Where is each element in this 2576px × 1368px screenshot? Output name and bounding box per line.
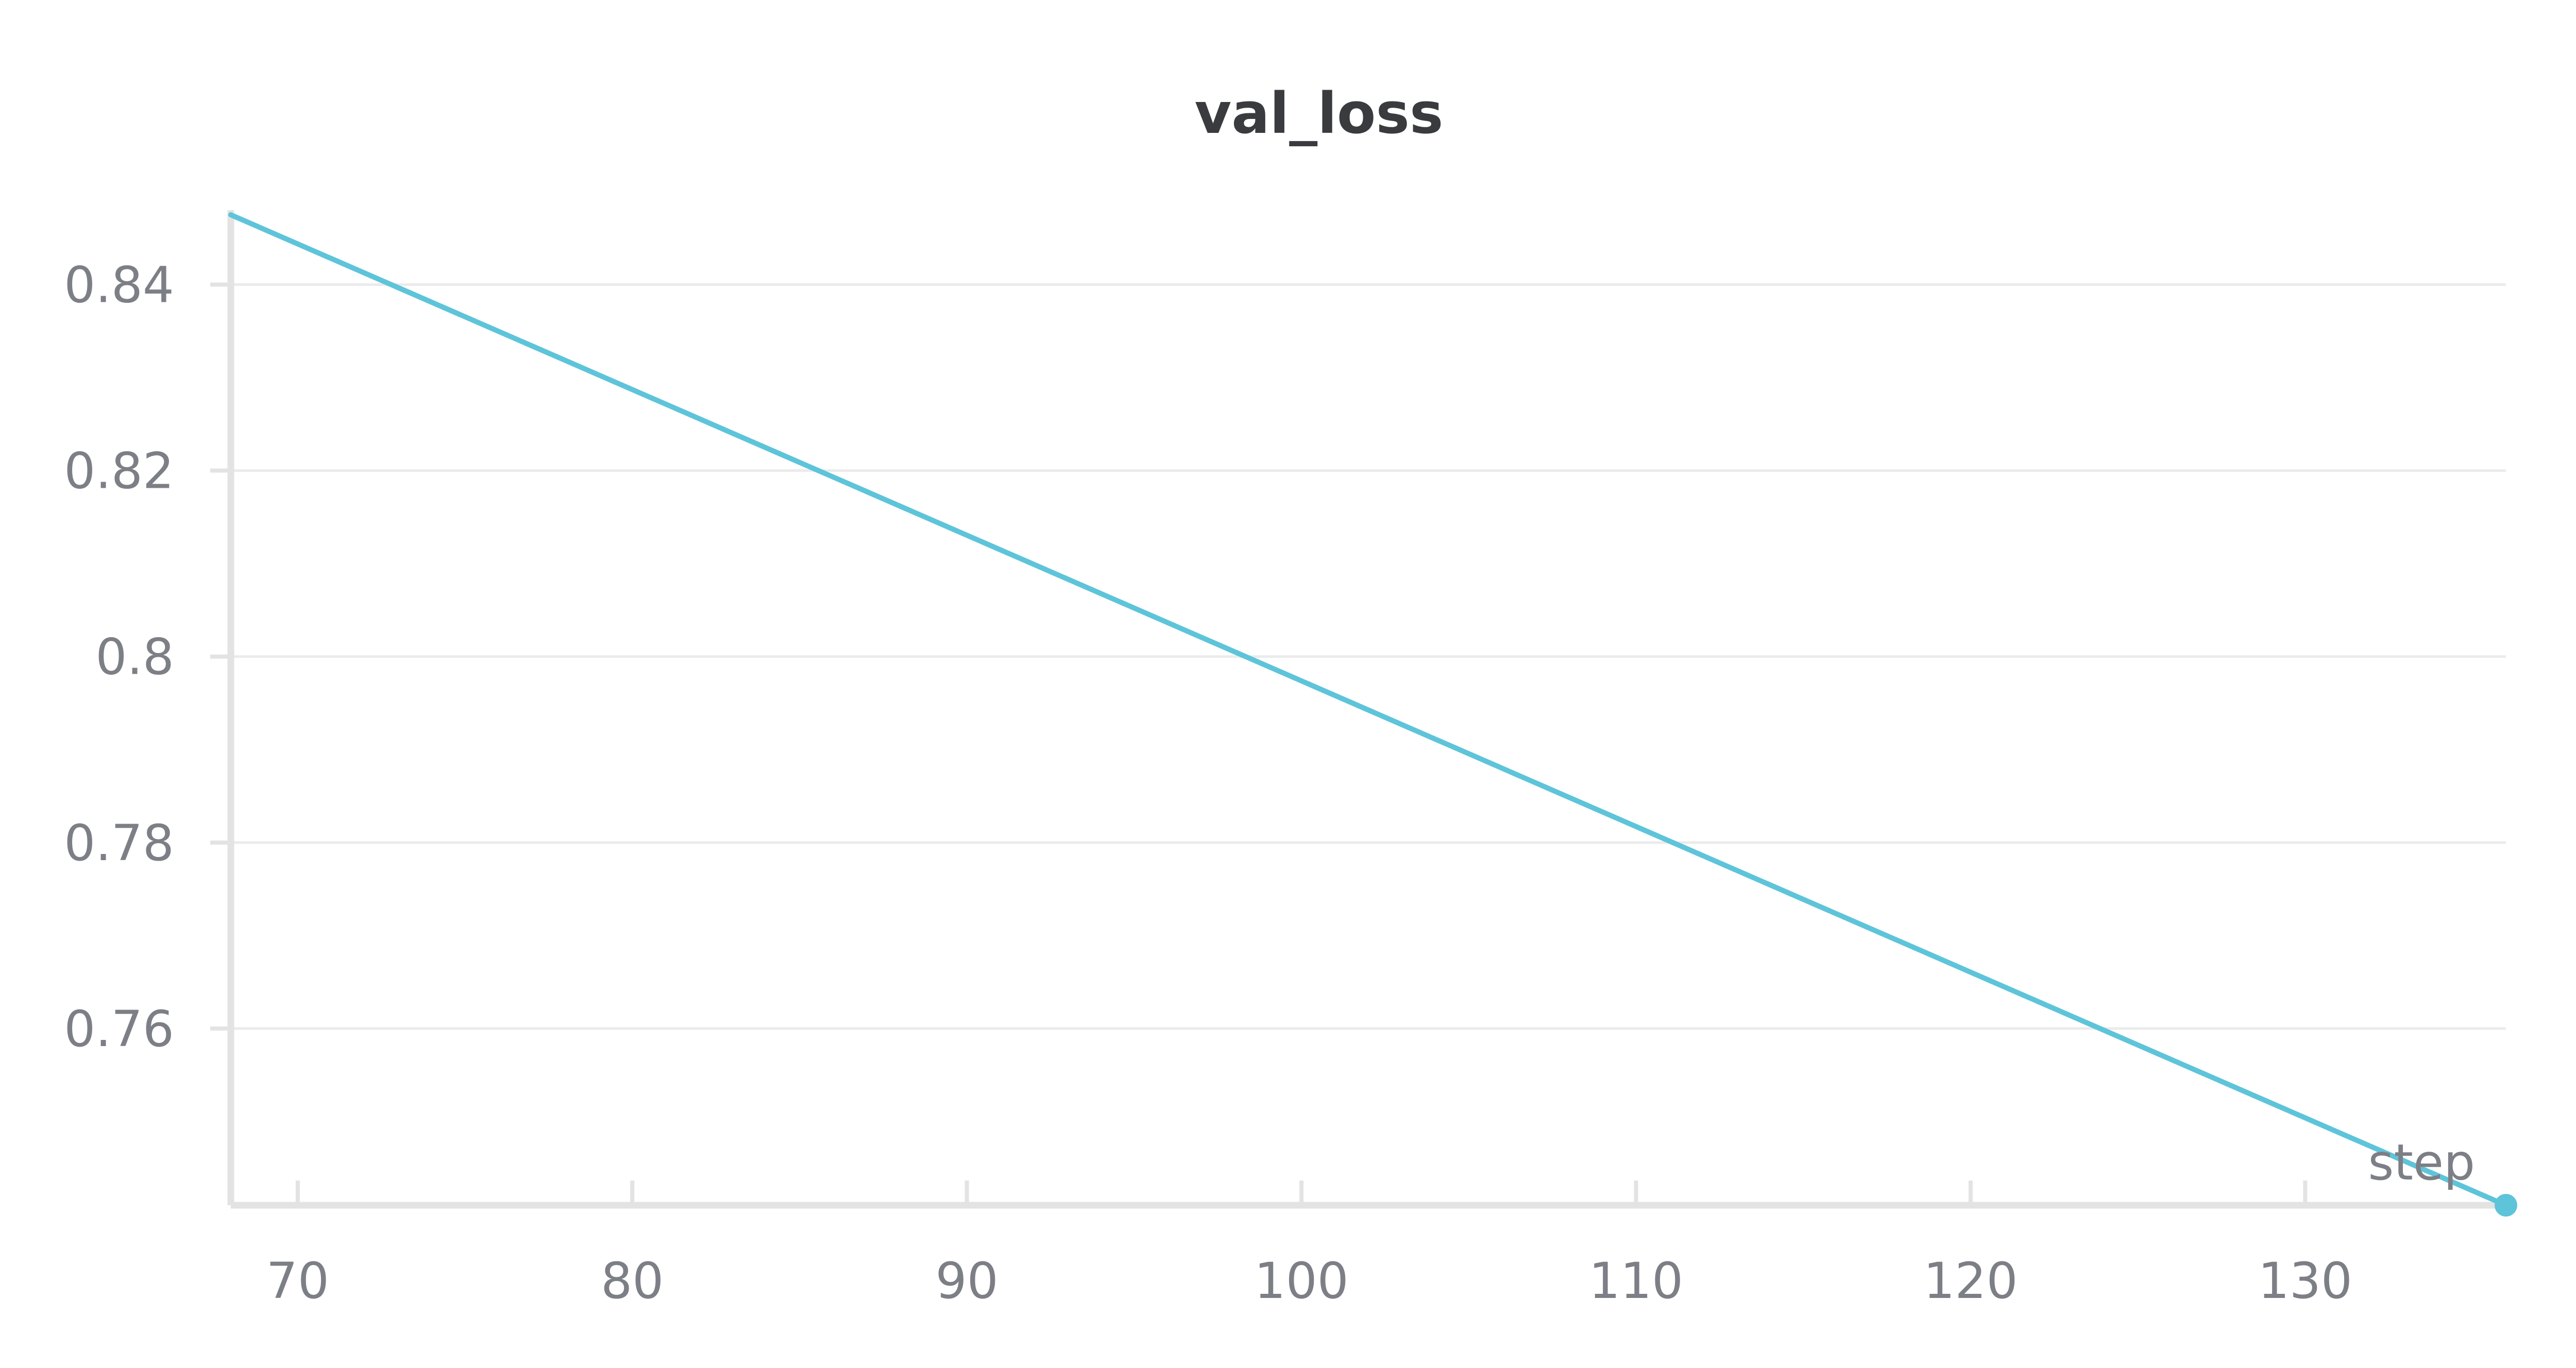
- x-tick-label: 110: [1589, 1252, 1683, 1310]
- series-end-point: [2495, 1194, 2517, 1217]
- x-axis-ticks: 70 80 90 100 110 120 130: [266, 1181, 2352, 1310]
- y-axis-ticks: 0.76 0.78 0.8 0.82 0.84: [64, 256, 231, 1058]
- x-axis-label: step: [2368, 1134, 2475, 1191]
- x-tick-label: 90: [936, 1252, 998, 1310]
- x-tick-label: 100: [1255, 1252, 1349, 1310]
- y-tick-label: 0.8: [95, 628, 174, 686]
- x-tick-label: 70: [266, 1252, 329, 1310]
- x-tick-label: 80: [601, 1252, 664, 1310]
- x-tick-label: 120: [1923, 1252, 2018, 1310]
- gridlines: [231, 283, 2506, 1030]
- y-tick-label: 0.78: [64, 814, 174, 872]
- x-tick-label: 130: [2258, 1252, 2352, 1310]
- series-layer: [228, 212, 2517, 1217]
- y-tick-label: 0.84: [64, 256, 174, 314]
- y-tick-label: 0.82: [64, 442, 174, 500]
- axes: [227, 210, 2506, 1209]
- y-tick-label: 0.76: [64, 1000, 174, 1058]
- chart-title: val_loss: [1195, 80, 1444, 146]
- series-line: [228, 212, 2509, 1208]
